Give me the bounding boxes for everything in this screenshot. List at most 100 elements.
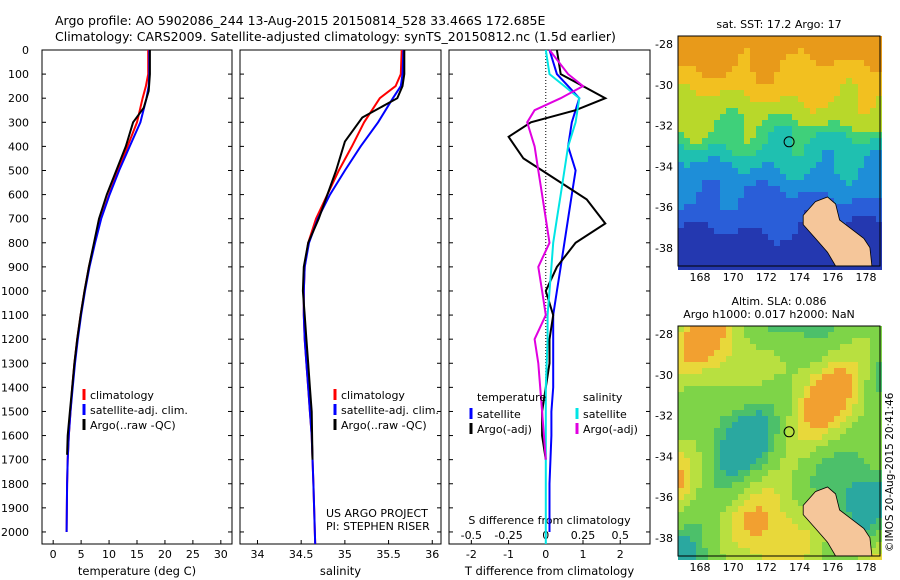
map-cell: [684, 458, 690, 464]
map-cell: [762, 548, 768, 554]
map-cell: [750, 174, 756, 180]
map-cell: [702, 252, 708, 258]
map-cell: [792, 204, 798, 210]
map-cell: [690, 84, 696, 90]
map-cell: [702, 344, 708, 350]
map-cell: [702, 48, 708, 54]
map-cell: [714, 536, 720, 542]
map-cell: [840, 174, 846, 180]
map-cell: [804, 470, 810, 476]
map-cell: [738, 264, 744, 270]
map-cell: [684, 186, 690, 192]
depth-tick-label: 1200: [1, 333, 29, 346]
map-cell: [708, 392, 714, 398]
map-cell: [756, 536, 762, 542]
credit-pi: PI: STEPHEN RISER: [326, 520, 430, 533]
map-cell: [780, 48, 786, 54]
map-cell: [756, 452, 762, 458]
map-cell: [828, 548, 834, 554]
map-cell: [780, 446, 786, 452]
map-cell: [864, 392, 870, 398]
map-cell: [774, 114, 780, 120]
map-cell: [690, 216, 696, 222]
map-cell: [792, 252, 798, 258]
map-cell: [792, 66, 798, 72]
map-cell: [774, 54, 780, 60]
map-cell: [720, 518, 726, 524]
map-cell: [858, 210, 864, 216]
map-cell: [798, 138, 804, 144]
depth-tick-label: 200: [8, 92, 29, 105]
map-cell: [768, 362, 774, 368]
map-cell: [678, 392, 684, 398]
map-cell: [828, 54, 834, 60]
map-cell: [738, 506, 744, 512]
map-cell: [750, 36, 756, 42]
map-cell: [696, 174, 702, 180]
map-cell: [822, 102, 828, 108]
map-cell: [678, 168, 684, 174]
map-cell: [762, 452, 768, 458]
map-cell: [804, 144, 810, 150]
map-cell: [756, 60, 762, 66]
map-cell: [840, 488, 846, 494]
map-cell: [720, 168, 726, 174]
map-cell: [768, 416, 774, 422]
map-cell: [732, 252, 738, 258]
map-cell: [678, 356, 684, 362]
map-cell: [738, 204, 744, 210]
map-cell: [714, 162, 720, 168]
map-cell: [738, 222, 744, 228]
map-cell: [792, 264, 798, 270]
map-cell: [684, 344, 690, 350]
map-cell: [816, 126, 822, 132]
map-cell: [684, 410, 690, 416]
map-cell: [678, 422, 684, 428]
map-cell: [738, 542, 744, 548]
map-cell: [828, 114, 834, 120]
map-cell: [678, 222, 684, 228]
map-cell: [792, 198, 798, 204]
map-cell: [870, 90, 876, 96]
map-lat-label: -38: [655, 242, 673, 255]
map-cell: [870, 126, 876, 132]
map-cell: [774, 258, 780, 264]
map-cell: [708, 36, 714, 42]
map-cell: [744, 222, 750, 228]
s-tick-label: 0.5: [611, 529, 629, 542]
map-cell: [684, 162, 690, 168]
map-cell: [756, 554, 762, 560]
map-cell: [852, 326, 858, 332]
map-cell: [684, 204, 690, 210]
map-cell: [720, 494, 726, 500]
map-cell: [744, 326, 750, 332]
map-cell: [702, 446, 708, 452]
map-cell: [798, 204, 804, 210]
map-cell: [696, 114, 702, 120]
map-cell: [738, 548, 744, 554]
map-cell: [696, 482, 702, 488]
map-cell: [708, 446, 714, 452]
map-cell: [798, 356, 804, 362]
map-cell: [864, 54, 870, 60]
map-cell: [804, 156, 810, 162]
map-cell: [774, 374, 780, 380]
x-tick-label: -1: [503, 548, 514, 561]
map-cell: [810, 144, 816, 150]
series-line: [526, 49, 585, 460]
map-cell: [864, 78, 870, 84]
map-cell: [852, 198, 858, 204]
map-cell: [702, 60, 708, 66]
map-cell: [756, 36, 762, 42]
map-cell: [786, 398, 792, 404]
map-cell: [858, 440, 864, 446]
map-cell: [714, 186, 720, 192]
map-cell: [864, 428, 870, 434]
map-cell: [858, 42, 864, 48]
map-cell: [720, 138, 726, 144]
map-cell: [690, 512, 696, 518]
map-cell: [846, 78, 852, 84]
map-cell: [690, 506, 696, 512]
map-cell: [708, 66, 714, 72]
map-cell: [858, 150, 864, 156]
